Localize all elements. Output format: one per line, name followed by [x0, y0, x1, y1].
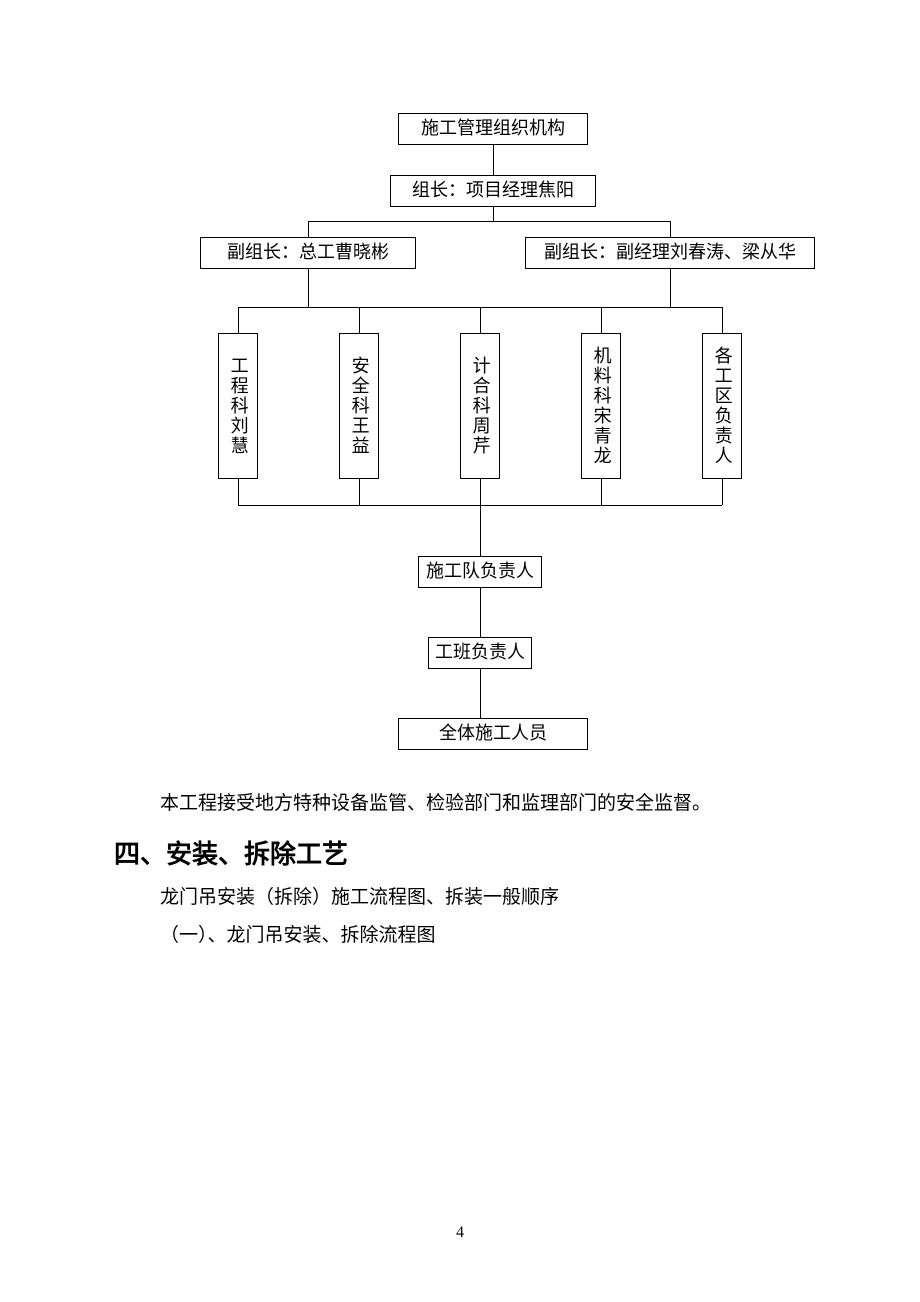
- edge: [480, 479, 481, 505]
- edge: [480, 588, 481, 637]
- edge: [722, 479, 723, 505]
- edge: [480, 307, 481, 333]
- node-d5: 各工区负责人: [702, 333, 742, 479]
- edge: [670, 289, 671, 307]
- node-d2: 安全科王益: [339, 333, 379, 479]
- edge: [601, 307, 602, 333]
- node-shift: 工班负责人: [428, 637, 532, 669]
- edge: [238, 307, 239, 333]
- node-root: 施工管理组织机构: [398, 113, 588, 145]
- node-vice1: 副组长：总工曹晓彬: [200, 237, 416, 269]
- edge: [722, 307, 723, 333]
- edge: [480, 669, 481, 718]
- edge: [493, 145, 494, 175]
- paragraph-3: （一）、龙门吊安装、拆除流程图: [122, 918, 812, 954]
- edge: [670, 269, 671, 289]
- edge: [238, 479, 239, 505]
- section-heading: 四、安装、拆除工艺: [114, 830, 348, 879]
- node-d3: 计合科周芹: [460, 333, 500, 479]
- paragraph-1: 本工程接受地方特种设备监管、检验部门和监理部门的安全监督。: [122, 786, 812, 822]
- edge: [359, 479, 360, 505]
- edge: [308, 289, 309, 307]
- edge: [308, 269, 309, 289]
- edge: [308, 221, 309, 237]
- node-d4: 机料科宋青龙: [581, 333, 621, 479]
- node-all: 全体施工人员: [398, 718, 588, 750]
- edge: [480, 505, 481, 556]
- edge: [670, 221, 671, 237]
- node-d1: 工程科刘慧: [218, 333, 258, 479]
- edge: [359, 307, 360, 333]
- edge: [601, 479, 602, 505]
- edge: [493, 207, 494, 221]
- node-vice2: 副组长：副经理刘春涛、梁从华: [525, 237, 815, 269]
- paragraph-2: 龙门吊安装（拆除）施工流程图、拆装一般顺序: [122, 880, 812, 916]
- page-number: 4: [0, 1224, 920, 1242]
- page: 施工管理组织机构 组长：项目经理焦阳 副组长：总工曹晓彬 副组长：副经理刘春涛、…: [0, 0, 920, 1302]
- node-leader: 组长：项目经理焦阳: [390, 175, 596, 207]
- node-team: 施工队负责人: [418, 556, 542, 588]
- edge: [308, 221, 670, 222]
